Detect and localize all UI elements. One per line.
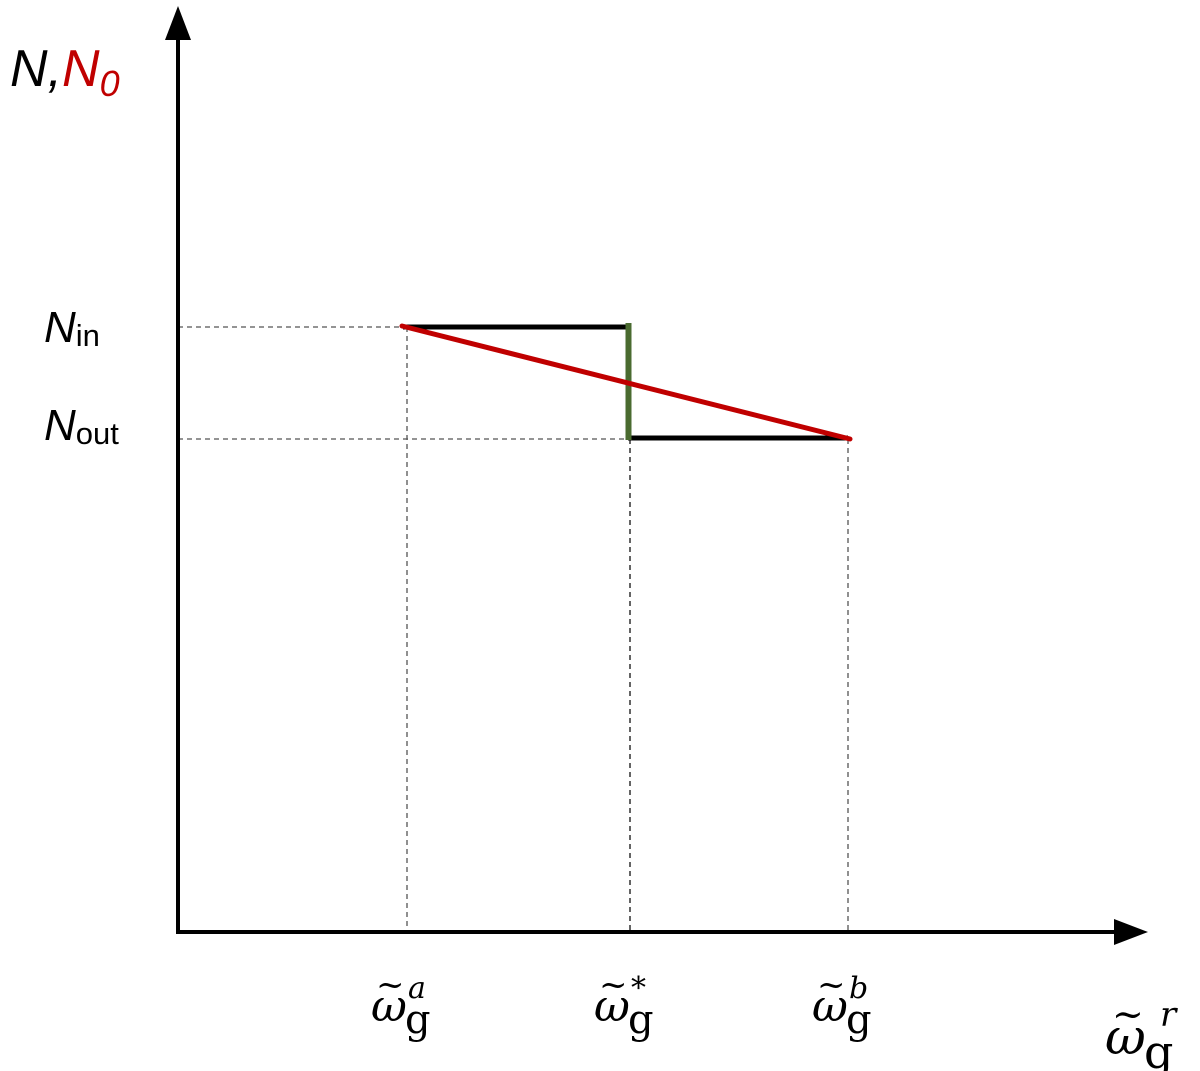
y-tick-n-in-sub: in — [76, 318, 100, 353]
x-tick-label-omega-a: ~ ω g a — [371, 965, 431, 1043]
y-axis-title-n0-subscript: 0 — [100, 63, 120, 104]
x-tick-label-omega-b: ~ ω g b — [812, 965, 872, 1043]
axes — [165, 6, 1148, 945]
linear-curve-n0 — [399, 323, 853, 442]
x-tick-omega-a-sub: g — [405, 997, 431, 1043]
x-tick-omega-b-symbol: ω — [812, 981, 848, 1032]
x-axis-title-symbol: ω — [1105, 1008, 1146, 1066]
x-tick-omega-a-sup: a — [408, 971, 426, 1006]
x-tick-omega-star-tilde: ~ — [599, 965, 628, 1005]
x-tick-omega-star-sub: g — [628, 997, 654, 1043]
y-axis-title-n0: N — [62, 40, 100, 98]
step-curve-n — [403, 324, 848, 441]
x-tick-label-omega-star: ~ ω g * — [594, 965, 654, 1043]
y-axis-title-comma: , — [48, 40, 62, 98]
y-axis-arrowhead — [165, 6, 191, 40]
x-tick-omega-a-tilde: ~ — [376, 965, 405, 1005]
y-tick-label-n-in: Nin — [44, 303, 100, 353]
x-tick-omega-b-sup: b — [849, 971, 868, 1006]
y-tick-n-out-sub: out — [76, 416, 119, 451]
y-tick-n-out-main: N — [44, 401, 76, 450]
y-tick-label-n-out: Nout — [44, 401, 119, 451]
y-axis-title-n: N — [10, 40, 48, 98]
x-axis-title: ~ ω g r — [1105, 992, 1178, 1071]
x-axis-title-sub: g — [1144, 1025, 1173, 1071]
x-tick-omega-star-symbol: ω — [594, 981, 630, 1032]
x-axis-title-tilde: ~ — [1112, 992, 1144, 1036]
x-tick-omega-star-sup: * — [631, 971, 646, 1006]
x-tick-omega-a-symbol: ω — [371, 981, 407, 1032]
guide-lines — [178, 326, 849, 932]
x-tick-omega-b-tilde: ~ — [817, 965, 846, 1005]
y-axis-title: N,N0 — [10, 40, 120, 104]
x-tick-omega-b-sub: g — [846, 997, 872, 1043]
x-axis-arrowhead — [1114, 919, 1148, 945]
y-tick-n-in-main: N — [44, 303, 76, 352]
x-axis-title-sup: r — [1160, 995, 1178, 1035]
